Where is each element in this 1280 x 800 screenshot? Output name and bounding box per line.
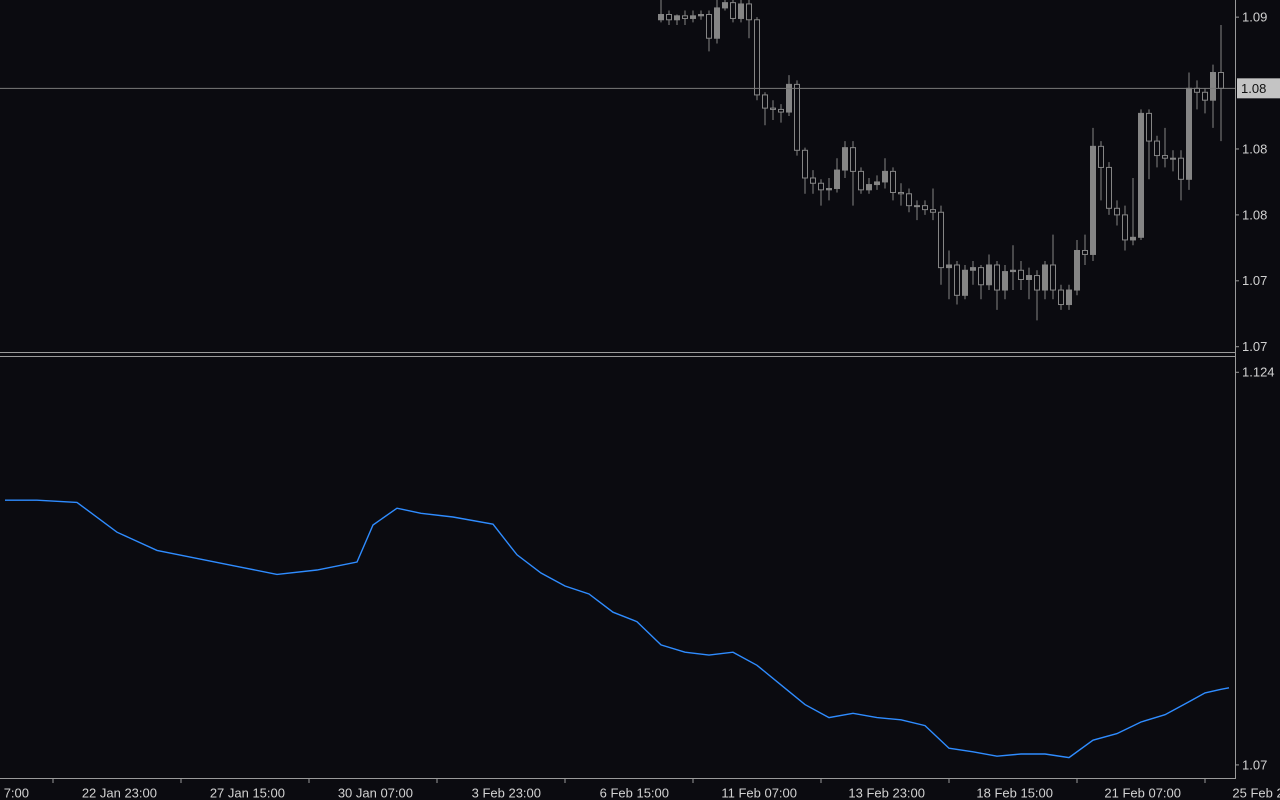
candle-body <box>1066 289 1072 306</box>
candle-body <box>1074 249 1080 291</box>
y-tick-label: 1.08 <box>1242 141 1267 156</box>
candle-body <box>994 264 1000 291</box>
candle-body <box>938 211 944 269</box>
candle-body <box>890 170 896 193</box>
candle-body <box>810 177 816 184</box>
y-tick-label: 1.07 <box>1242 757 1267 772</box>
candle-body <box>762 94 768 109</box>
candle-body <box>1162 155 1168 159</box>
x-tick-label: 25 Feb 23:00 <box>1232 785 1280 800</box>
y-tick-label: 1.08 <box>1242 207 1267 222</box>
candle-body <box>1194 87 1200 93</box>
candle-body <box>1026 275 1032 280</box>
candle-body <box>866 184 872 191</box>
candle-body <box>1138 112 1144 238</box>
candle-body <box>858 170 864 191</box>
candle-body <box>1202 91 1208 101</box>
candle-body <box>1018 269 1024 280</box>
candle-body <box>882 170 888 183</box>
candle-body <box>1178 157 1184 180</box>
candle-body <box>970 267 976 271</box>
candle-body <box>1010 269 1016 273</box>
x-tick-label: 22 Jan 23:00 <box>82 785 157 800</box>
candle-body <box>1114 207 1120 216</box>
candle-body <box>1122 214 1128 241</box>
x-tick-label: 13 Feb 23:00 <box>848 785 925 800</box>
candle-body <box>746 3 752 21</box>
candle-body <box>1082 249 1088 255</box>
candle-body <box>802 149 808 179</box>
candle-body <box>930 209 936 213</box>
candle-body <box>834 169 840 190</box>
candle-body <box>1050 264 1056 291</box>
candle-body <box>874 181 880 186</box>
candle-body <box>818 182 824 191</box>
x-tick-label: 6 Feb 15:00 <box>600 785 669 800</box>
candle-body <box>1130 236 1136 241</box>
y-tick-label: 1.09 <box>1242 10 1267 25</box>
x-tick-label: 3 Feb 23:00 <box>472 785 541 800</box>
current-price-box <box>1237 78 1280 99</box>
candle-body <box>962 269 968 296</box>
candle-body <box>1170 157 1176 160</box>
price-pane <box>0 0 1235 321</box>
candle-body <box>706 14 712 39</box>
candle-body <box>1106 166 1112 209</box>
candle-body <box>1186 87 1192 180</box>
candle-body <box>682 15 688 19</box>
candle-body <box>714 7 720 39</box>
candle-body <box>658 14 664 21</box>
y-tick-label: 1.07 <box>1242 339 1267 354</box>
x-tick-label: 11 Feb 07:00 <box>721 785 797 800</box>
candle-body <box>986 264 992 286</box>
candle-body <box>770 107 776 110</box>
candle-body <box>1042 264 1048 291</box>
x-tick-label: 30 Jan 07:00 <box>338 785 413 800</box>
candle-body <box>674 15 680 21</box>
candle-body <box>922 205 928 211</box>
candle-body <box>906 193 912 207</box>
candle-body <box>898 191 904 195</box>
candle-body <box>1098 145 1104 168</box>
candle-body <box>1058 289 1064 306</box>
candle-body <box>1154 140 1160 157</box>
y-tick-label: 1.07 <box>1242 273 1267 288</box>
candle-body <box>1002 271 1008 291</box>
indicator-pane <box>5 499 1230 759</box>
y-tick-label: 1.124 <box>1242 365 1275 380</box>
x-tick-label: 21 Feb 07:00 <box>1104 785 1181 800</box>
candle-body <box>754 19 760 96</box>
candle-body <box>730 2 736 19</box>
x-tick-label: 18 Feb 15:00 <box>976 785 1053 800</box>
candle-body <box>954 264 960 296</box>
candle-body <box>826 188 832 191</box>
candle-body <box>786 83 792 113</box>
candle-body <box>1034 275 1040 291</box>
candle-body <box>698 14 704 17</box>
candle-body <box>794 83 800 151</box>
candle-body <box>1090 145 1096 255</box>
current-price-label: 1.08 <box>1241 81 1266 96</box>
x-tick-label: 7:00 <box>4 785 29 800</box>
candle-body <box>914 205 920 208</box>
candle-body <box>666 14 672 21</box>
candle-body <box>778 108 784 113</box>
candle-body <box>1218 72 1224 89</box>
x-tick-label: 27 Jan 15:00 <box>210 785 285 800</box>
candle-body <box>722 2 728 9</box>
candle-body <box>842 147 848 171</box>
indicator-line <box>5 499 1230 759</box>
candle-body <box>1210 72 1216 101</box>
candle-body <box>1146 112 1152 142</box>
candle-body <box>978 267 984 286</box>
candle-body <box>738 3 744 19</box>
candle-body <box>946 264 952 269</box>
candle-body <box>690 15 696 19</box>
candle-body <box>850 147 856 172</box>
